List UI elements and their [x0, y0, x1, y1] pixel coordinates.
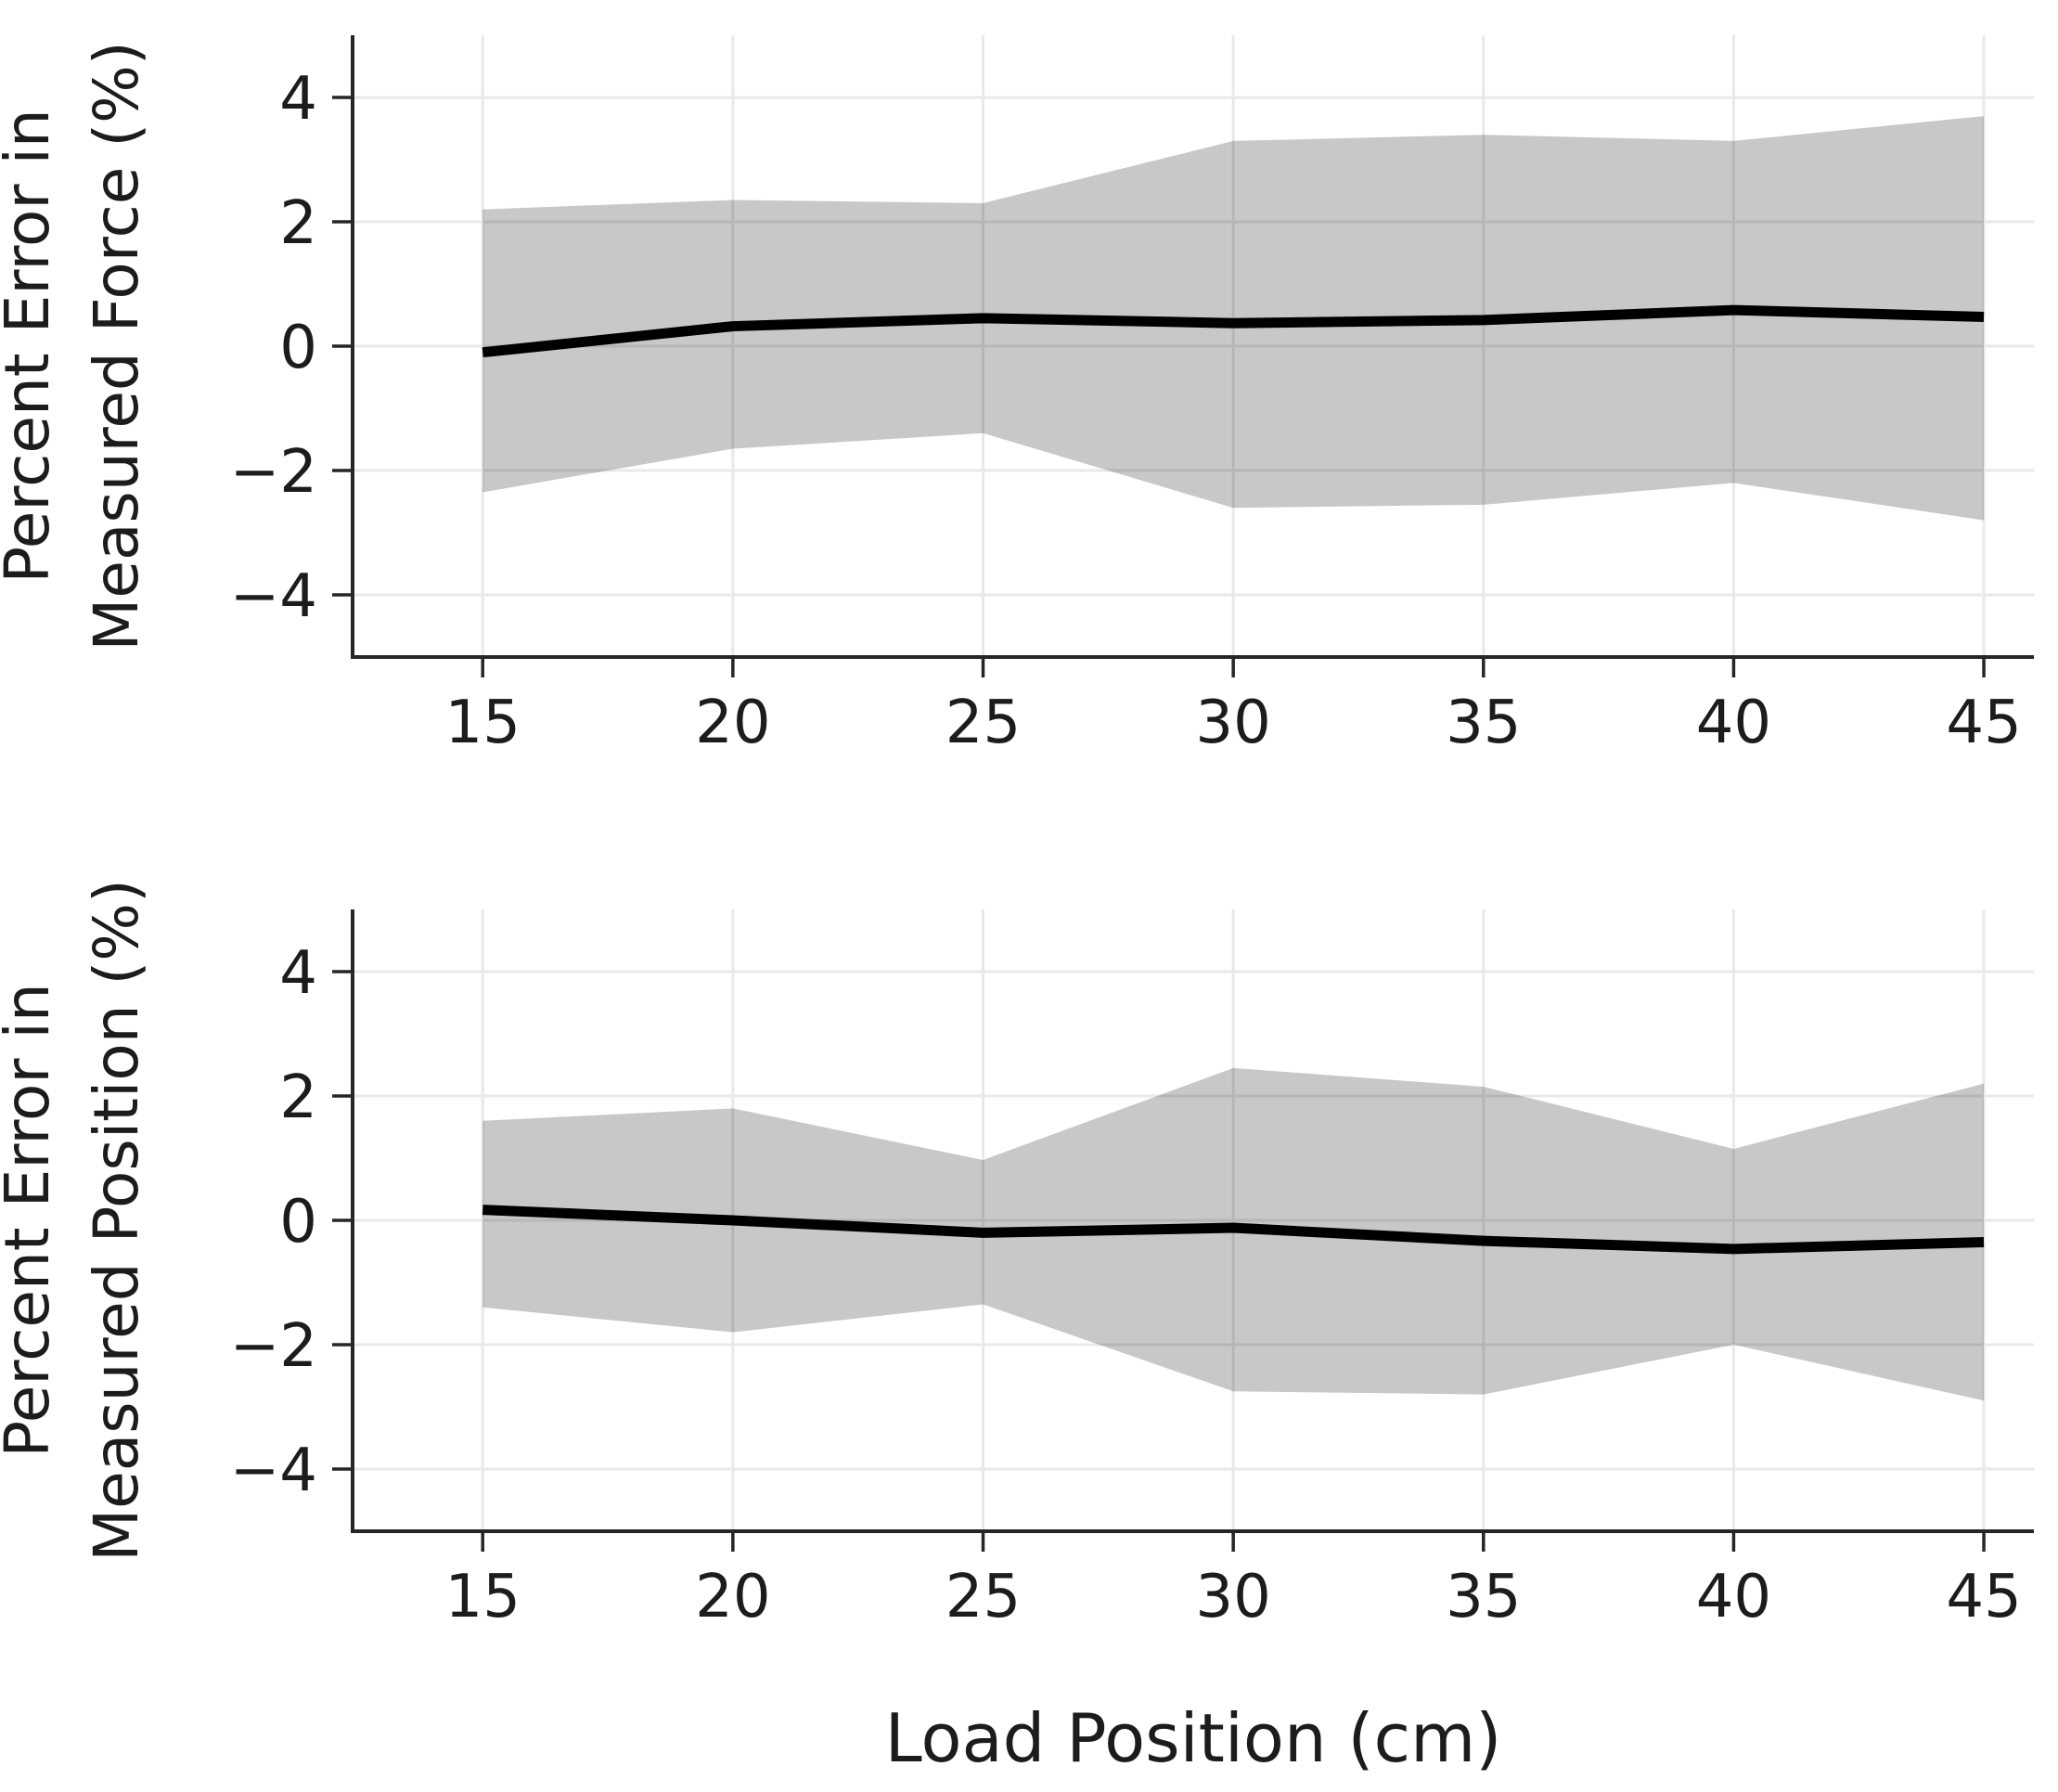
x-tick-label: 15 — [444, 1563, 520, 1631]
x-tick-label: 15 — [444, 689, 520, 757]
x-tick-label: 30 — [1195, 689, 1270, 757]
y-tick-label: 0 — [279, 314, 317, 382]
x-tick-label: 25 — [945, 1563, 1021, 1631]
y-axis-title-line: Measured Position (%) — [81, 879, 152, 1562]
x-tick-label: 25 — [945, 689, 1021, 757]
y-tick-label: −4 — [230, 562, 317, 631]
x-axis-title: Load Position (cm) — [885, 1699, 1502, 1777]
x-tick-label: 35 — [1446, 1563, 1521, 1631]
y-tick-label: −4 — [230, 1437, 317, 1505]
y-tick-label: −2 — [230, 1312, 317, 1381]
y-tick-label: 4 — [279, 65, 317, 134]
x-tick-label: 20 — [695, 689, 770, 757]
y-tick-label: 4 — [279, 939, 317, 1008]
x-tick-label: 40 — [1696, 689, 1771, 757]
mean-line — [482, 304, 1985, 358]
uncertainty-band — [482, 1067, 1985, 1401]
mean-line — [482, 1205, 1985, 1255]
panel-force: −4 −2 0 2 4 15 20 25 30 35 40 45 Percent Error in Mea… — [0, 35, 2034, 757]
y-tick-label: 0 — [279, 1188, 317, 1257]
x-tick-label: 35 — [1446, 689, 1521, 757]
panel-position: −4 −2 0 2 4 15 20 25 30 35 40 45 Percent Error in Mea… — [0, 879, 2034, 1777]
y-axis-title-line: Measured Force (%) — [81, 41, 152, 651]
y-tick-label: 2 — [279, 189, 317, 258]
x-tick-label: 40 — [1696, 1563, 1771, 1631]
x-tick-label: 30 — [1195, 1563, 1270, 1631]
x-tick-label: 45 — [1946, 1563, 2021, 1631]
y-tick-label: −2 — [230, 438, 317, 507]
y-axis-title-line: Percent Error in — [0, 983, 63, 1457]
y-tick-label: 2 — [279, 1064, 317, 1132]
y-axis-title-line: Percent Error in — [0, 109, 63, 583]
x-tick-label: 20 — [695, 1563, 770, 1631]
x-tick-label: 45 — [1946, 689, 2021, 757]
